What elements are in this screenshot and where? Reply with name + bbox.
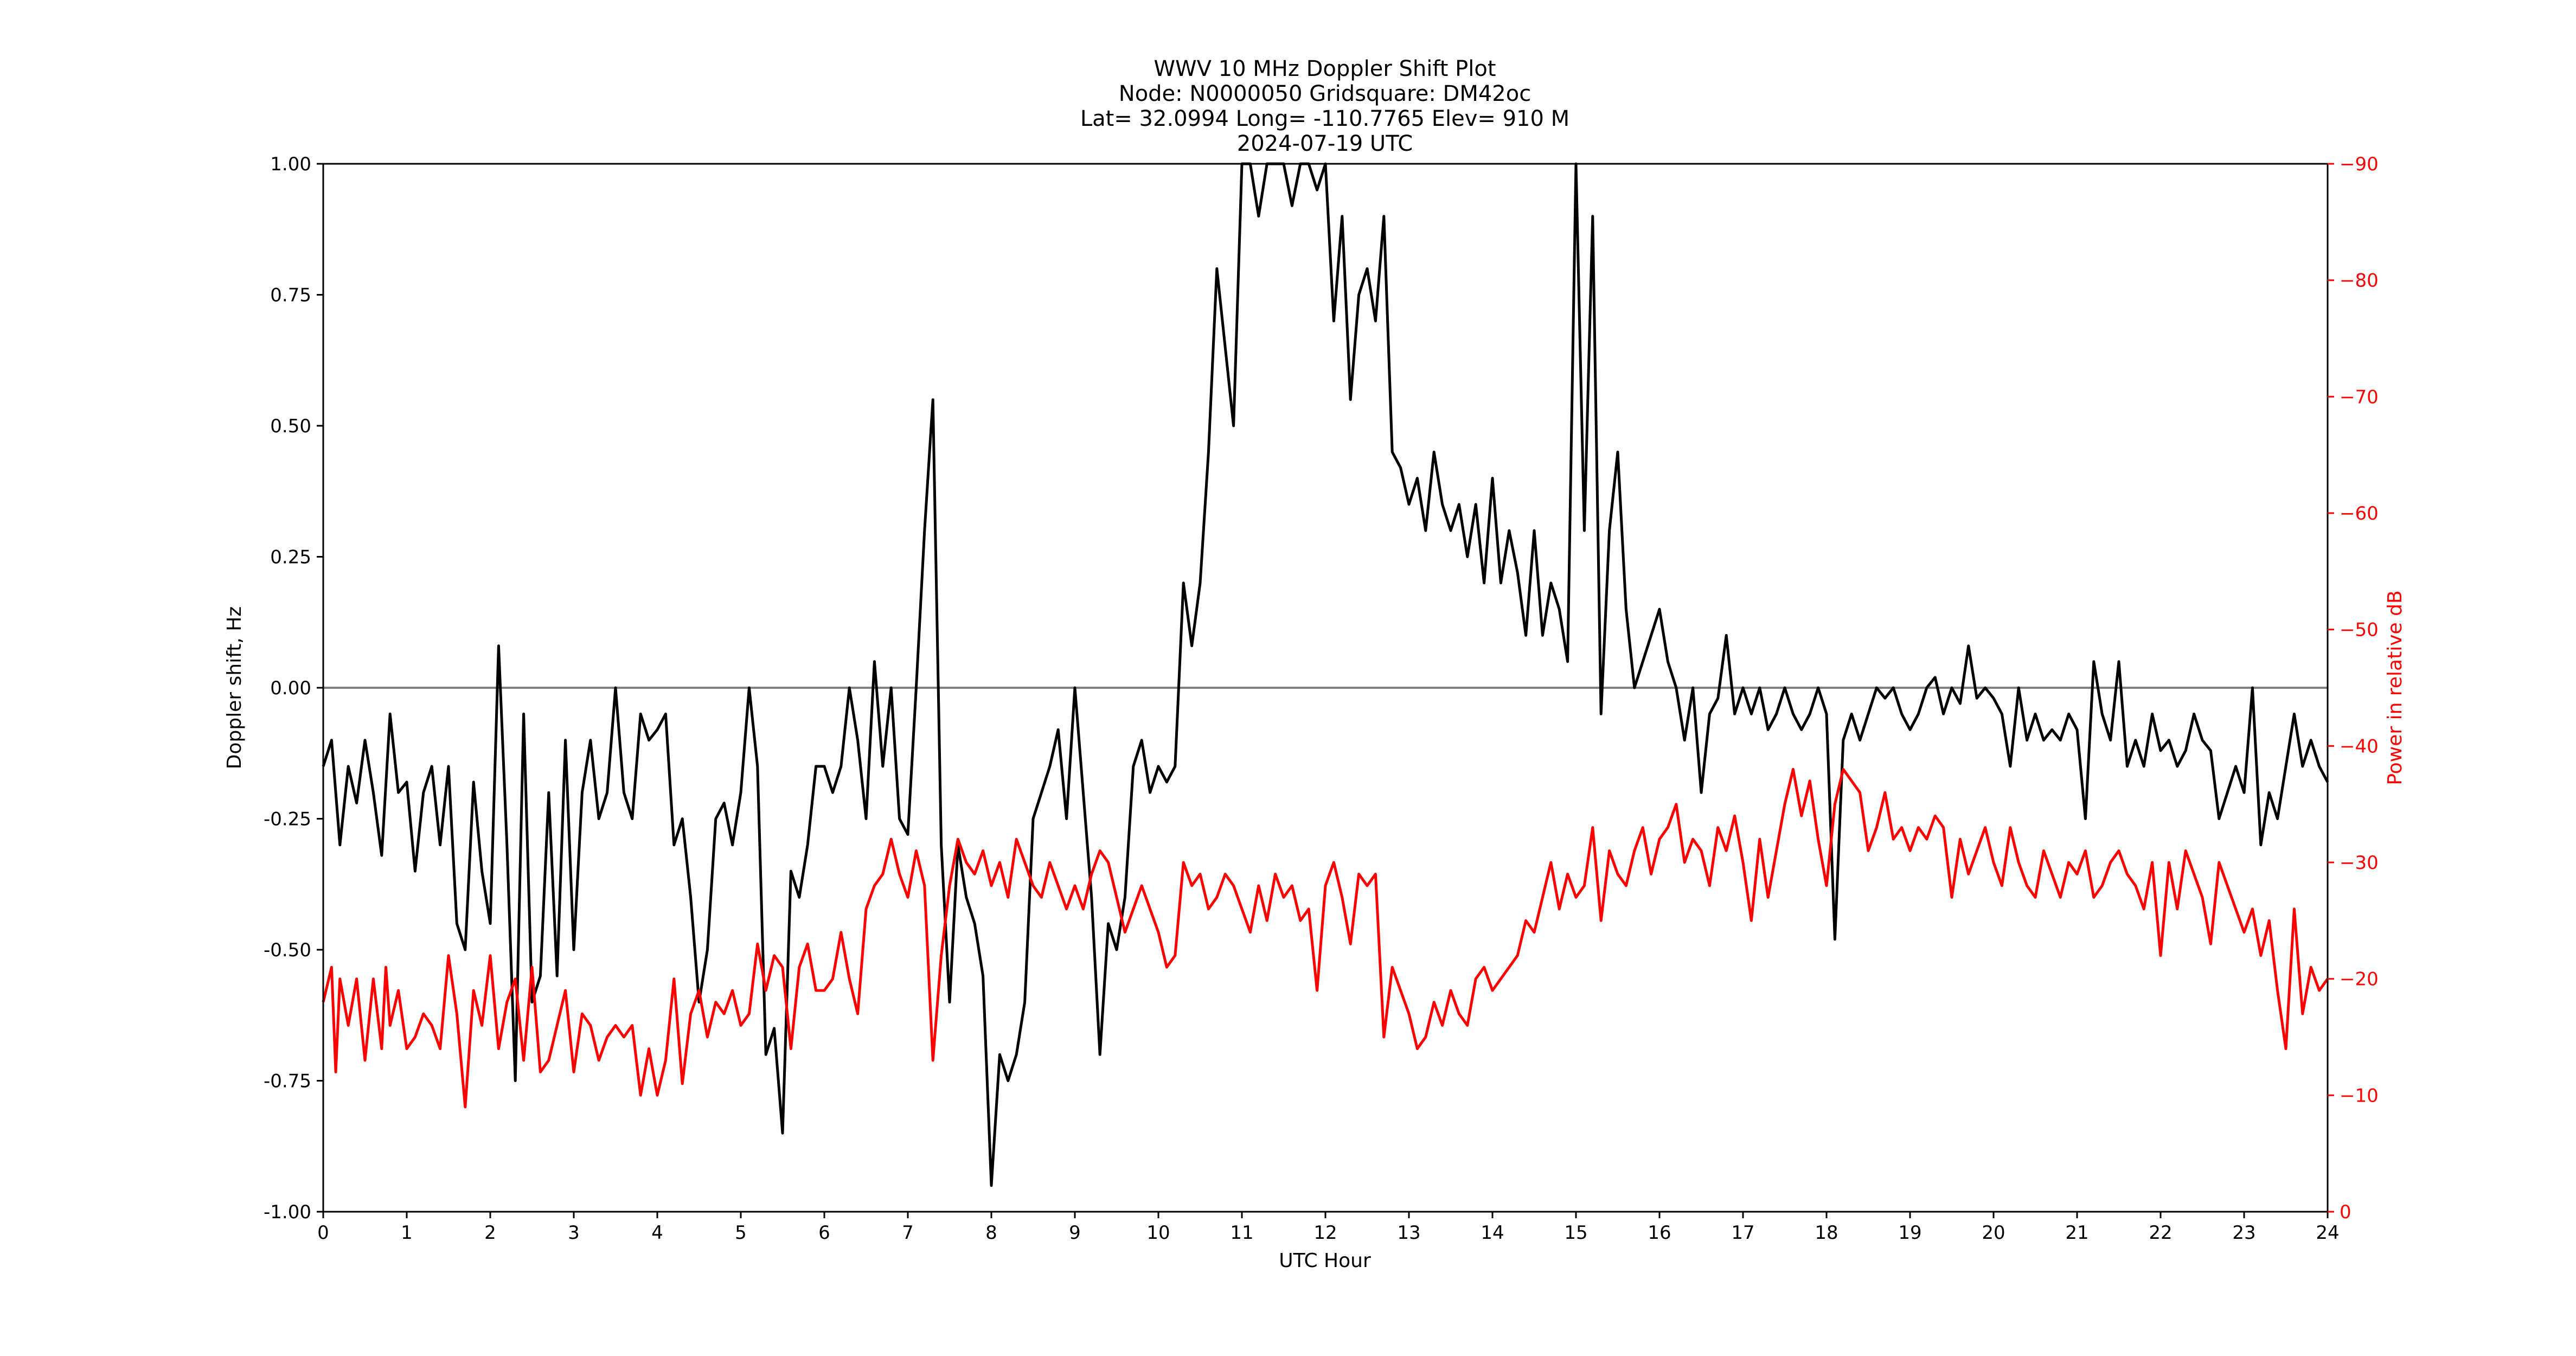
x-tick-label: 10	[1146, 1222, 1170, 1244]
x-tick-label: 16	[1648, 1222, 1671, 1244]
left-y-tick-label: 0.00	[270, 677, 311, 699]
x-tick-label: 11	[1230, 1222, 1253, 1244]
right-y-tick-label: −10	[2340, 1085, 2379, 1106]
left-y-tick-label: -0.50	[264, 939, 311, 961]
right-y-tick-label: −60	[2340, 503, 2379, 525]
left-y-axis: -1.00 -0.75 -0.50 -0.25 0.00 0.25 0.50 0.75 1.00	[264, 153, 323, 1223]
left-y-tick-label: 0.50	[270, 415, 311, 437]
x-tick-label: 8	[985, 1222, 997, 1244]
left-y-tick-label: -1.00	[264, 1201, 311, 1223]
x-tick-label: 1	[401, 1222, 413, 1244]
x-tick-label: 20	[1982, 1222, 2005, 1244]
x-tick-label: 5	[735, 1222, 747, 1244]
x-tick-label: 4	[651, 1222, 663, 1244]
left-y-tick-label: 0.25	[270, 547, 311, 568]
title-line-1: WWV 10 MHz Doppler Shift Plot	[1154, 56, 1496, 81]
right-y-tick-label: −40	[2340, 735, 2379, 757]
right-y-tick-label: −80	[2340, 270, 2379, 292]
x-tick-label: 0	[317, 1222, 329, 1244]
title-line-2: Node: N0000050 Gridsquare: DM42oc	[1119, 81, 1531, 106]
x-tick-label: 6	[818, 1222, 830, 1244]
left-y-tick-label: 1.00	[270, 153, 311, 175]
x-tick-label: 9	[1069, 1222, 1081, 1244]
x-tick-label: 18	[1815, 1222, 1838, 1244]
x-axis: 0 1 2 3 4 5 6 7 8 9 10 11 12 13 14 15 16 17 18 19 20 21 22 23 24	[317, 1212, 2340, 1244]
right-y-tick-label: −30	[2340, 852, 2379, 874]
title-line-4: 2024-07-19 UTC	[1237, 131, 1413, 156]
right-y-axis-label: Power in relative dB	[2384, 590, 2406, 785]
left-y-tick-label: -0.25	[264, 809, 311, 830]
right-y-tick-label: −90	[2340, 153, 2379, 175]
x-tick-label: 7	[902, 1222, 914, 1244]
right-y-tick-label: −20	[2340, 969, 2379, 990]
x-tick-label: 12	[1313, 1222, 1337, 1244]
x-tick-label: 19	[1898, 1222, 1921, 1244]
x-tick-label: 14	[1481, 1222, 1504, 1244]
power-series-line	[322, 767, 2329, 1109]
x-tick-label: 15	[1564, 1222, 1587, 1244]
x-tick-label: 17	[1731, 1222, 1754, 1244]
x-axis-label: UTC Hour	[1279, 1250, 1371, 1272]
right-y-tick-label: −70	[2340, 386, 2379, 408]
left-y-axis-label: Doppler shift, Hz	[223, 606, 246, 769]
chart-title: WWV 10 MHz Doppler Shift Plot Node: N000…	[1080, 56, 1569, 156]
right-y-tick-label: −50	[2340, 619, 2379, 641]
right-y-axis: 0 −10 −20 −30 −40 −50 −60 −70 −80 −90	[2328, 153, 2379, 1223]
x-tick-label: 24	[2316, 1222, 2339, 1244]
x-tick-label: 13	[1397, 1222, 1420, 1244]
x-tick-label: 2	[484, 1222, 496, 1244]
left-y-tick-label: 0.75	[270, 285, 311, 306]
x-tick-label: 21	[2065, 1222, 2088, 1244]
x-tick-label: 23	[2232, 1222, 2255, 1244]
x-tick-label: 22	[2149, 1222, 2172, 1244]
title-line-3: Lat= 32.0994 Long= -110.7765 Elev= 910 M	[1080, 106, 1569, 131]
x-tick-label: 3	[568, 1222, 580, 1244]
doppler-shift-series-line	[322, 162, 2329, 1187]
left-y-tick-label: -0.75	[264, 1071, 311, 1092]
right-y-tick-label: 0	[2340, 1201, 2351, 1223]
